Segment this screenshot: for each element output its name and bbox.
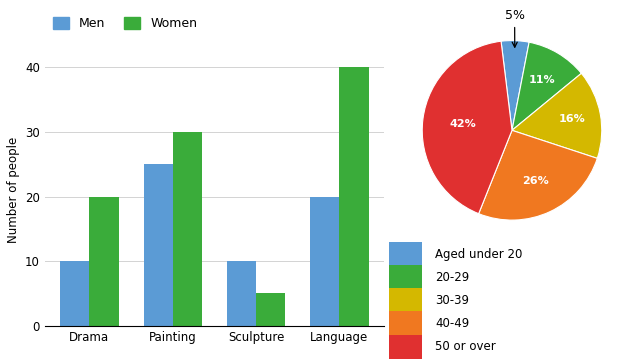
Wedge shape — [422, 41, 512, 214]
FancyBboxPatch shape — [389, 265, 422, 290]
Text: 16%: 16% — [559, 114, 586, 124]
Text: 40-49: 40-49 — [435, 317, 470, 330]
Wedge shape — [512, 73, 602, 158]
Text: 50 or over: 50 or over — [435, 340, 496, 353]
Text: 5%: 5% — [504, 9, 525, 47]
FancyBboxPatch shape — [389, 242, 422, 266]
Wedge shape — [479, 130, 597, 220]
Bar — [143, 164, 173, 326]
Wedge shape — [501, 41, 529, 130]
Legend: Men, Women: Men, Women — [47, 12, 202, 35]
Bar — [310, 197, 339, 326]
Bar — [60, 261, 90, 326]
Bar — [173, 132, 202, 326]
Text: 30-39: 30-39 — [435, 294, 469, 307]
Bar — [227, 261, 256, 326]
Bar — [339, 67, 369, 326]
FancyBboxPatch shape — [389, 311, 422, 336]
Text: 20-29: 20-29 — [435, 271, 470, 284]
Bar — [90, 197, 118, 326]
Text: Aged under 20: Aged under 20 — [435, 248, 523, 261]
Wedge shape — [512, 42, 581, 130]
FancyBboxPatch shape — [389, 334, 422, 359]
FancyBboxPatch shape — [389, 288, 422, 313]
Text: 11%: 11% — [529, 75, 555, 85]
Y-axis label: Number of people: Number of people — [6, 137, 19, 243]
Text: 42%: 42% — [450, 119, 476, 129]
Text: 26%: 26% — [522, 176, 549, 186]
Bar — [256, 294, 285, 326]
